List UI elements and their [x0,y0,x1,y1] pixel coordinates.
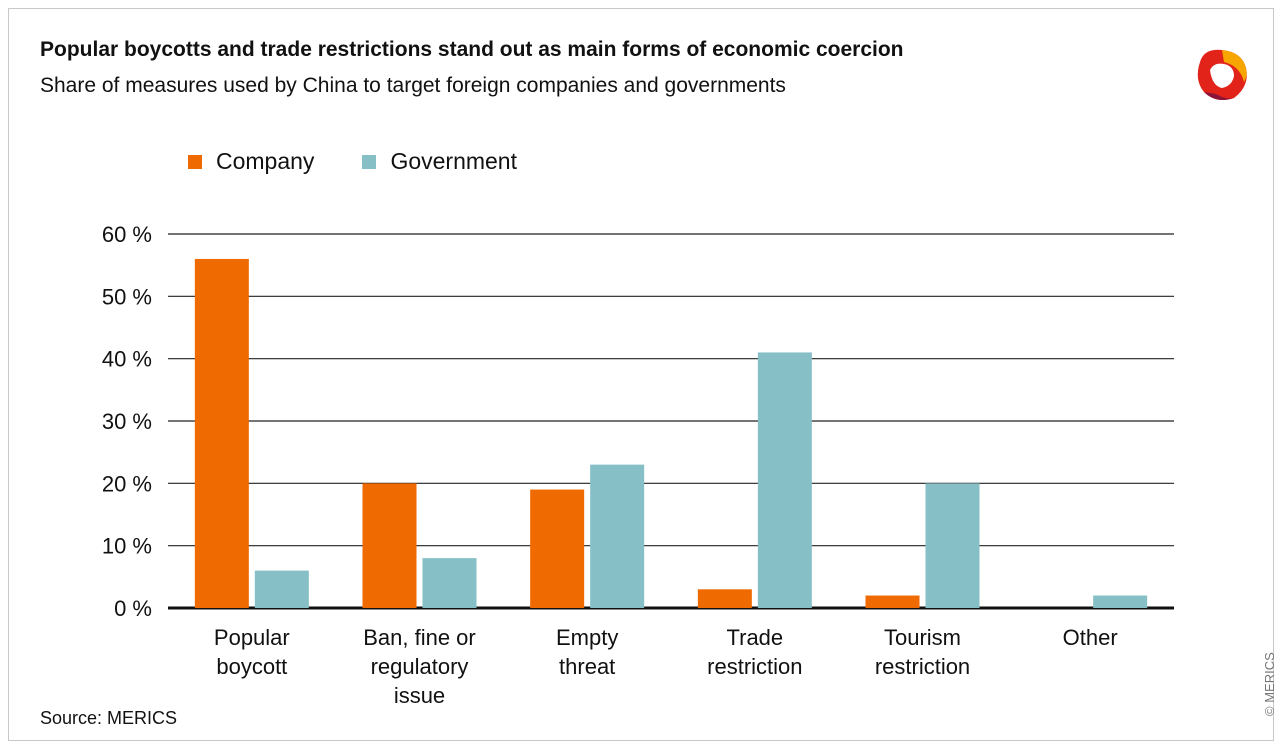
y-tick-label: 30 % [102,409,152,434]
y-tick-label: 0 % [114,596,152,621]
legend-label-government: Government [390,148,517,174]
x-category-label: threat [559,654,615,679]
x-category-label: boycott [216,654,287,679]
y-tick-label: 60 % [102,222,152,247]
legend-item-company: Company [188,148,314,175]
legend-label-company: Company [216,148,315,174]
x-category-labels: Popular boycott Ban, fine or regulatory issu… [214,625,1118,708]
y-tick-label: 50 % [102,284,152,309]
chart-title: Popular boycotts and trade restrictions … [40,38,904,61]
bar-company-3 [697,589,752,608]
chart-subtitle: Share of measures used by China to targe… [40,74,786,97]
bars [194,258,1148,608]
x-category-label: Empty [556,625,618,650]
bar-government-5 [1093,595,1148,608]
y-tick-label: 20 % [102,471,152,496]
x-category-label: Tourism [884,625,961,650]
x-category-label: Popular [214,625,290,650]
y-tick-labels: 0 % 10 % 20 % 30 % 40 % 50 % 60 % [102,222,152,621]
x-category-label: Other [1063,625,1118,650]
bar-company-0 [194,258,249,608]
legend-swatch-company [188,154,202,169]
bar-government-3 [757,352,812,608]
merics-logo-icon [1197,49,1247,100]
bar-company-1 [362,483,417,608]
x-category-label: regulatory [371,654,469,679]
bar-government-4 [925,483,980,608]
y-tick-label: 10 % [102,534,152,559]
chart-legend: Company Government [188,148,565,175]
bar-government-0 [254,570,309,608]
copyright-note: © MERICS [1262,652,1277,716]
bar-company-2 [530,489,585,608]
x-category-label: Trade [727,625,784,650]
bar-company-4 [865,595,920,608]
gridlines [168,233,1174,610]
source-note: Source: MERICS [40,708,178,728]
x-category-label: issue [394,683,445,708]
bar-government-2 [590,464,645,608]
bar-government-1 [422,558,477,608]
legend-swatch-government [362,154,377,169]
x-category-label: restriction [875,654,970,679]
x-category-label: restriction [707,654,802,679]
y-tick-label: 40 % [102,347,152,372]
legend-item-government: Government [362,148,517,175]
x-category-label: Ban, fine or [363,625,476,650]
